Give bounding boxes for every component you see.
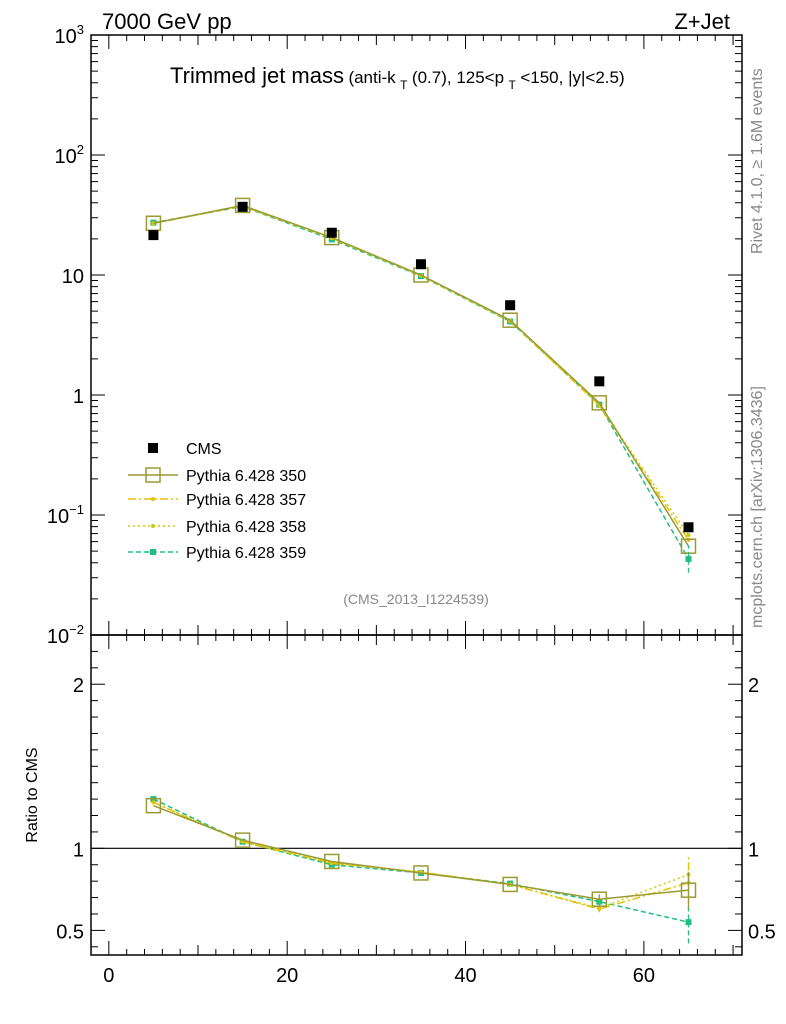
plot-title-part-1: (anti-k: [348, 68, 396, 87]
ratio-ylabel: Ratio to CMS: [24, 747, 41, 842]
legend-entry-358: Pythia 6.428 358: [128, 519, 306, 536]
ratio-point-pythia-6-428-357: [597, 907, 602, 912]
ratio-y-ticks: [91, 650, 742, 948]
plot-title-part-3: <150, |y|<2.5): [520, 68, 624, 87]
ratio-y-tick-label-right: 0.5: [748, 921, 776, 943]
main-y-ticks: [91, 34, 742, 636]
tick-exponent: 2: [77, 142, 84, 157]
tick-exponent: −2: [69, 622, 84, 637]
ratio-y-tick-label-left: 1: [73, 839, 84, 861]
ratio-panel: 0.5 0.5 1 1 2 2 0 20 40 60 Ratio to CMS: [24, 634, 776, 987]
main-point-cms: [415, 259, 426, 270]
ratio-y-tick-label-left: 2: [73, 675, 84, 697]
plot-title: Trimmed jet mass (anti-k T (0.7), 125<p …: [170, 63, 625, 93]
ratio-point-pythia-6-428-359: [685, 919, 692, 926]
main-point-cms: [505, 300, 516, 311]
ratio-x-ticks: [108, 635, 734, 955]
main-point-pythia-6-428-350: [502, 312, 518, 328]
main-x-ticks: [108, 35, 734, 635]
ratio-point-pythia-6-428-350: [234, 832, 251, 848]
plot-title-main: Trimmed jet mass: [170, 63, 344, 88]
ratio-point-pythia-6-428-350: [324, 853, 340, 870]
main-point-cms: [237, 201, 248, 212]
main-y-tick-label: 10−2: [47, 622, 84, 648]
ratio-line-pythia-6-428-350: [153, 804, 689, 900]
mcplots-label: mcplots.cern.ch [arXiv:1306.3436]: [749, 386, 766, 628]
main-point-pythia-6-428-358: [686, 533, 691, 538]
x-tick-label: 0: [103, 965, 114, 987]
tick-exponent: −1: [69, 502, 84, 517]
legend-marker-357: [151, 497, 155, 501]
header-right-label: Z+Jet: [674, 9, 730, 34]
legend-entry-350: Pythia 6.428 350: [128, 467, 306, 485]
x-tick-label: 60: [633, 965, 655, 987]
legend-marker-350: [145, 467, 161, 483]
legend-entry-cms: CMS: [148, 441, 222, 458]
main-y-tick-label: 10−1: [47, 502, 84, 528]
legend-entry-357: Pythia 6.428 357: [128, 492, 306, 509]
ratio-x-tick-labels: 0 20 40 60: [103, 965, 655, 987]
ratio-y-tick-label-left: 0.5: [56, 921, 84, 943]
rivet-label: Rivet 4.1.0, ≥ 1.6M events: [749, 68, 766, 254]
tick-exponent: 3: [77, 22, 84, 37]
main-y-tick-label: 10: [62, 266, 84, 288]
ratio-point-pythia-6-428-350: [145, 797, 162, 814]
legend-label-357: Pythia 6.428 357: [186, 492, 306, 509]
ratio-frame: [90, 634, 743, 956]
main-point-pythia-6-428-359: [685, 555, 692, 562]
legend-label-358: Pythia 6.428 358: [186, 519, 306, 536]
ratio-series: [145, 796, 697, 944]
plot-title-sub-2: T: [509, 78, 517, 92]
legend-marker-cms: [148, 443, 158, 453]
main-y-tick-label: 102: [55, 142, 84, 168]
ratio-line-pythia-6-428-359: [153, 798, 689, 923]
main-series: [145, 197, 697, 573]
main-point-cms: [148, 230, 159, 241]
ratio-y-tick-label-right: 2: [748, 675, 759, 697]
main-y-tick-label: 1: [73, 386, 84, 408]
header-left-label: 7000 GeV pp: [102, 9, 232, 34]
plot-title-sub-1: T: [400, 78, 408, 92]
ratio-point-pythia-6-428-350: [591, 891, 608, 907]
legend-marker-358: [151, 524, 155, 528]
x-tick-label: 40: [454, 965, 476, 987]
legend-marker-359: [150, 549, 156, 555]
tick-base: 10: [55, 26, 77, 48]
tick-base: 10: [47, 626, 69, 648]
ratio-point-pythia-6-428-357: [151, 800, 156, 805]
ratio-y-tick-label-right: 1: [748, 839, 759, 861]
ratio-line-pythia-6-428-357: [153, 801, 689, 910]
ratio-point-pythia-6-428-350: [680, 882, 697, 898]
legend-entry-359: Pythia 6.428 359: [128, 545, 306, 562]
tick-base: 10: [62, 266, 84, 288]
x-tick-label: 20: [276, 965, 298, 987]
ratio-y-tick-labels: 0.5 0.5 1 1 2 2: [56, 675, 776, 943]
analysis-id: (CMS_2013_I1224539): [343, 591, 489, 607]
legend: CMS Pythia 6.428 350 Pythia 6.428 357 Py…: [128, 441, 306, 562]
tick-base: 1: [73, 386, 84, 408]
main-point-cms: [594, 376, 605, 387]
ratio-line-pythia-6-428-358: [153, 801, 689, 910]
plot-title-part-2: (0.7), 125<p: [412, 68, 504, 87]
legend-label-359: Pythia 6.428 359: [186, 545, 306, 562]
legend-label-cms: CMS: [186, 441, 222, 458]
main-line-pythia-6-428-358: [153, 205, 690, 536]
main-point-pythia-6-428-350: [591, 395, 608, 411]
main-line-pythia-6-428-357: [153, 205, 690, 541]
main-point-cms: [326, 227, 337, 238]
ratio-point-pythia-6-428-350: [502, 876, 518, 893]
tick-base: 10: [47, 506, 69, 528]
tick-base: 10: [55, 146, 77, 168]
main-y-tick-label: 103: [55, 22, 84, 48]
main-point-cms: [683, 522, 694, 533]
ratio-point-pythia-6-428-350: [413, 865, 429, 881]
main-point-pythia-6-428-350: [234, 197, 251, 214]
legend-label-350: Pythia 6.428 350: [186, 468, 306, 485]
